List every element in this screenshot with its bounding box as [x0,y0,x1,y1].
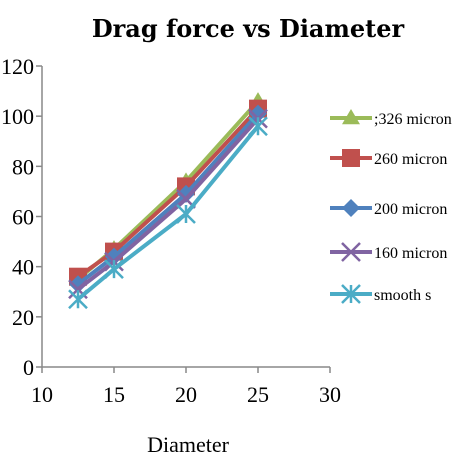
legend-label: 200 micron [374,201,447,218]
series-group [68,92,268,310]
legend-item: 160 micron [330,242,447,262]
legend-swatch-marker [342,199,360,217]
series-5 [68,116,268,310]
series-line [76,124,260,301]
y-tick-label: 40 [12,255,34,280]
x-tick-label: 10 [31,382,53,407]
legend-swatch-marker [341,242,361,262]
chart-title: Drag force vs Diameter [92,14,405,43]
axis-ticks: 0 20 40 60 80 100 120 10 15 20 25 30 [1,54,341,407]
data-point [69,275,87,294]
y-tick-label: 60 [12,205,34,230]
data-point [249,104,267,123]
series-3 [69,104,267,294]
data-point [248,116,268,137]
x-tick-label: 30 [319,382,341,407]
legend: ;326 micron 260 micron 200 micron 160 micro… [330,109,452,304]
legend-item: ;326 micron [330,109,452,128]
legend-swatch-marker [342,149,360,167]
y-tick-label: 80 [12,154,34,179]
series-line [76,107,260,279]
data-point [177,184,195,203]
data-point [105,247,123,266]
x-tick-label: 20 [175,382,197,407]
x-tick-label: 15 [103,382,125,407]
legend-label: 160 micron [374,245,447,262]
legend-swatch-marker [341,284,361,304]
data-point [104,259,124,280]
legend-item: 260 micron [330,149,447,168]
legend-swatch-marker [342,109,360,125]
legend-label: ;326 micron [374,111,452,128]
data-point [68,289,88,310]
series-line [76,117,260,291]
legend-item: 200 micron [330,199,447,218]
y-tick-label: 0 [23,355,34,380]
series-1 [69,92,267,286]
legend-label: smooth s [374,287,431,304]
y-tick-label: 20 [12,305,34,330]
data-point [176,204,196,224]
series-line [76,112,260,286]
y-tick-label: 100 [1,104,34,129]
y-tick-label: 120 [1,54,34,79]
series-2 [69,99,267,286]
x-tick-label: 25 [247,382,269,407]
legend-label: 260 micron [374,151,447,168]
legend-item: smooth s [330,284,431,304]
x-axis-label: Diameter [147,432,230,457]
